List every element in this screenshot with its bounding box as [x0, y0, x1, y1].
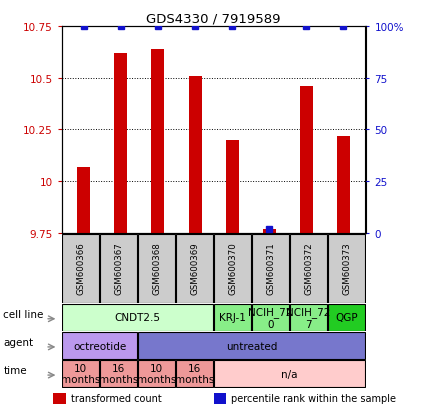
Bar	[214, 304, 251, 331]
Text: transformed count: transformed count	[71, 393, 162, 403]
Bar	[252, 234, 289, 303]
Text: GSM600367: GSM600367	[114, 242, 123, 295]
Text: untreated: untreated	[226, 341, 277, 351]
Bar	[290, 234, 327, 303]
Bar	[214, 234, 251, 303]
Text: cell line: cell line	[3, 309, 44, 319]
Bar	[100, 234, 137, 303]
Text: KRJ-1: KRJ-1	[219, 313, 246, 323]
Bar	[263, 229, 276, 233]
Text: octreotide: octreotide	[73, 341, 126, 351]
Text: NCIH_72
7: NCIH_72 7	[286, 306, 331, 329]
Text: GSM600368: GSM600368	[152, 242, 161, 295]
Text: GSM600371: GSM600371	[266, 242, 275, 295]
Bar	[189, 76, 201, 233]
Text: time: time	[3, 366, 27, 375]
Bar	[252, 304, 289, 331]
Text: 10
months: 10 months	[61, 363, 100, 385]
Bar	[100, 360, 137, 387]
Bar	[62, 304, 213, 331]
Text: GSM600370: GSM600370	[228, 242, 237, 295]
Bar	[214, 360, 365, 387]
Text: 10
months: 10 months	[137, 363, 176, 385]
Bar	[300, 87, 313, 233]
Text: n/a: n/a	[281, 369, 298, 379]
Bar	[328, 234, 365, 303]
Bar	[62, 360, 99, 387]
Bar	[138, 332, 365, 359]
Bar	[138, 360, 175, 387]
Title: GDS4330 / 7919589: GDS4330 / 7919589	[146, 13, 281, 26]
Bar	[176, 234, 213, 303]
Bar	[226, 140, 238, 233]
Text: GSM600369: GSM600369	[190, 242, 199, 295]
Bar	[139, 234, 175, 303]
Bar	[77, 167, 91, 233]
Bar	[290, 304, 327, 331]
Text: agent: agent	[3, 337, 34, 347]
Text: 16
months: 16 months	[175, 363, 214, 385]
Bar	[53, 393, 66, 404]
Bar	[176, 360, 213, 387]
Text: QGP: QGP	[335, 313, 358, 323]
Text: NCIH_72
0: NCIH_72 0	[248, 306, 293, 329]
Text: CNDT2.5: CNDT2.5	[115, 313, 161, 323]
Text: GSM600366: GSM600366	[76, 242, 85, 295]
Bar	[62, 234, 99, 303]
Text: GSM600372: GSM600372	[304, 242, 313, 295]
Text: 16
months: 16 months	[99, 363, 138, 385]
Bar	[151, 50, 164, 233]
Bar	[114, 54, 127, 233]
Text: GSM600373: GSM600373	[342, 242, 351, 295]
Bar	[213, 393, 227, 404]
Bar	[337, 136, 350, 233]
Bar	[62, 332, 137, 359]
Text: percentile rank within the sample: percentile rank within the sample	[231, 393, 396, 403]
Bar	[328, 304, 365, 331]
